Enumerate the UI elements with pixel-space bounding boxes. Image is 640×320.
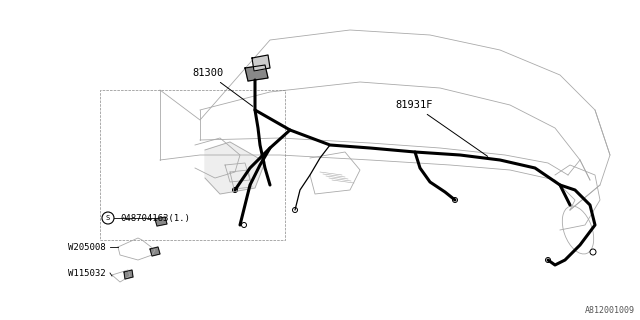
Text: W115032: W115032 [68,268,106,277]
Text: S: S [106,215,110,221]
Text: 81300: 81300 [192,68,253,106]
Polygon shape [155,217,167,226]
Text: W205008: W205008 [68,243,106,252]
Circle shape [590,249,596,255]
Text: 048704163(1.): 048704163(1.) [120,213,190,222]
Circle shape [232,188,237,193]
Polygon shape [124,270,133,279]
Circle shape [292,207,298,212]
Circle shape [545,258,550,262]
Polygon shape [252,55,270,71]
Polygon shape [245,65,268,81]
Polygon shape [150,247,160,256]
Circle shape [452,197,458,203]
Text: 81931F: 81931F [395,100,488,156]
Text: A812001009: A812001009 [585,306,635,315]
Circle shape [241,222,246,228]
Polygon shape [205,142,265,194]
